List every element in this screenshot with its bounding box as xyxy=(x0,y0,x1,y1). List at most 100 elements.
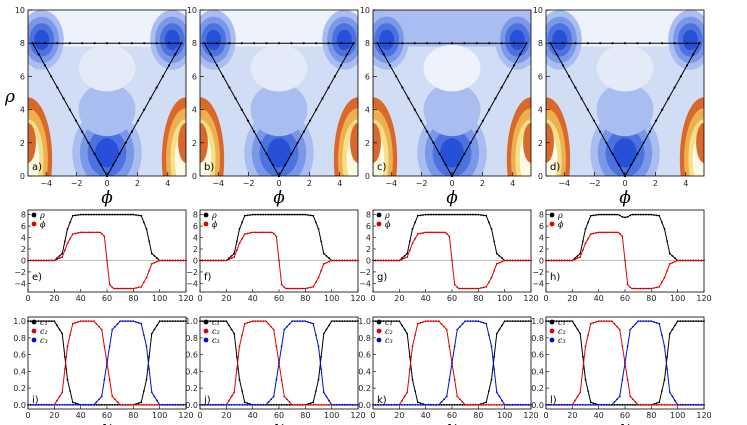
trajectory-point xyxy=(167,64,171,67)
legend-marker xyxy=(31,212,37,218)
series-point xyxy=(430,213,432,216)
series-point xyxy=(650,213,653,216)
y-tick-label: 0 xyxy=(192,172,197,181)
contour-well xyxy=(440,138,464,168)
trajectory-point xyxy=(574,86,577,89)
series-point xyxy=(243,322,246,325)
x-tick-label: 120 xyxy=(350,294,365,303)
series-line xyxy=(546,320,704,406)
series-point xyxy=(430,320,432,323)
series-point xyxy=(453,345,456,348)
series-point xyxy=(37,403,40,406)
series-point xyxy=(63,403,66,406)
series-point xyxy=(634,403,637,406)
series-point xyxy=(697,320,700,323)
series-point xyxy=(145,276,148,279)
x-tick-label: 4 xyxy=(683,179,688,188)
y-axis-label-rho: ρ xyxy=(4,87,15,107)
series-point xyxy=(114,398,116,401)
series-point xyxy=(571,320,574,323)
series-point xyxy=(466,403,469,406)
contour-center-patch xyxy=(78,44,136,92)
contour-well xyxy=(552,29,568,51)
series-point xyxy=(185,320,187,323)
series-point xyxy=(69,390,72,392)
series-point xyxy=(288,287,291,290)
panel-label-j: j) xyxy=(203,395,211,406)
series-point xyxy=(581,249,584,252)
series-point xyxy=(246,232,249,235)
series-point xyxy=(530,320,532,323)
x-tick-label: 80 xyxy=(300,411,310,420)
series-point xyxy=(66,403,69,406)
series-point xyxy=(177,320,180,323)
series-point xyxy=(480,287,482,289)
series-point xyxy=(440,401,443,403)
series-point xyxy=(66,228,69,230)
series-point xyxy=(262,403,265,406)
trajectory-point xyxy=(469,141,472,144)
series-point xyxy=(618,214,621,217)
trajectory-point xyxy=(215,42,219,45)
y-tick-label: 2 xyxy=(192,139,197,148)
series-point xyxy=(495,252,498,255)
series-point xyxy=(304,213,307,216)
series-point xyxy=(288,403,291,406)
series-point xyxy=(58,257,61,260)
y-tick-label: 2 xyxy=(21,245,26,254)
series-point xyxy=(230,395,233,398)
series-point xyxy=(443,213,445,216)
x-tick-label: 60 xyxy=(447,294,457,303)
trajectory-point xyxy=(592,119,596,122)
series-point xyxy=(228,324,230,327)
panel-label-e: e) xyxy=(32,272,42,283)
series-point xyxy=(328,260,330,263)
series-point xyxy=(161,259,164,262)
series-point xyxy=(527,403,530,406)
series-point xyxy=(443,231,445,234)
series-point xyxy=(325,254,328,257)
legend-label: ρ xyxy=(211,211,217,220)
series-point xyxy=(687,403,690,406)
series-point xyxy=(307,403,309,406)
y-tick-label: −4 xyxy=(359,279,371,288)
y-tick-label: 1.0 xyxy=(13,317,26,326)
series-point xyxy=(411,242,414,245)
series-point xyxy=(453,283,456,286)
y-tick-label: 4 xyxy=(366,234,371,243)
series-point xyxy=(278,362,280,364)
series-point xyxy=(616,213,618,216)
series-point xyxy=(164,259,166,262)
series-point xyxy=(116,323,119,325)
series-point xyxy=(453,213,456,216)
series-point xyxy=(616,325,618,328)
series-point xyxy=(432,231,435,234)
series-point xyxy=(328,257,330,260)
trajectory-point xyxy=(68,42,71,45)
series-point xyxy=(330,259,333,262)
series-point xyxy=(336,320,338,323)
series-point xyxy=(589,214,592,217)
series-point xyxy=(445,213,448,216)
series-point xyxy=(616,403,618,406)
series-point xyxy=(663,378,666,381)
series-point xyxy=(140,214,143,217)
trajectory-point xyxy=(463,152,466,155)
x-tick-label: 80 xyxy=(128,411,138,420)
series-point xyxy=(153,395,156,398)
series-point xyxy=(87,403,90,406)
trajectory-point xyxy=(568,75,571,78)
series-point xyxy=(401,403,403,406)
series-point xyxy=(697,403,700,406)
series-point xyxy=(92,320,95,323)
series-point xyxy=(280,378,283,381)
series-point xyxy=(419,403,422,406)
series-point xyxy=(626,378,629,381)
x-axis-label: ϕ xyxy=(619,188,631,208)
series-point xyxy=(212,403,215,406)
series-point xyxy=(243,401,246,404)
series-point xyxy=(114,213,116,216)
series-point xyxy=(408,368,411,371)
series-point xyxy=(111,395,114,398)
series-point xyxy=(270,325,272,328)
